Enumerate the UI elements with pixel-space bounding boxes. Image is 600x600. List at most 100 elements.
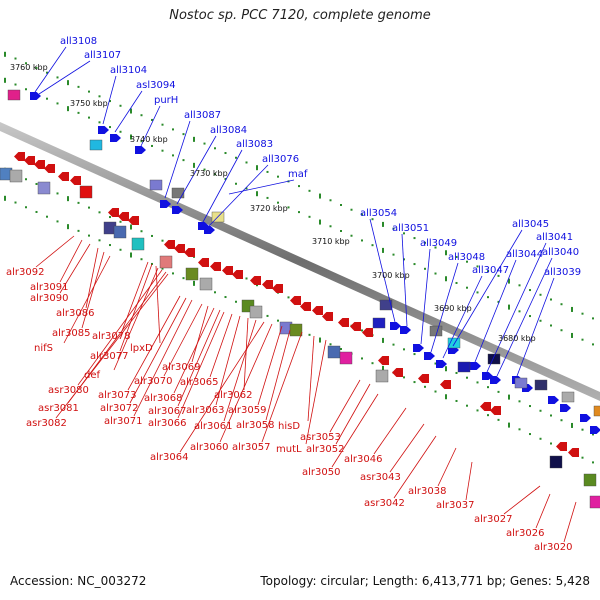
tick-mark xyxy=(151,144,153,147)
tick-mark xyxy=(140,114,143,117)
tick-mark xyxy=(56,192,59,195)
tick-mark xyxy=(518,428,521,431)
forward-leader-line xyxy=(34,46,67,93)
tick-mark xyxy=(550,442,552,445)
tick-mark xyxy=(35,182,38,185)
forward-gene-label: all3087 xyxy=(184,110,221,121)
forward-leader-line xyxy=(496,257,553,377)
tick-mark xyxy=(424,385,426,388)
tick-mark xyxy=(455,281,458,284)
forward-leader-line xyxy=(420,248,431,345)
reverse-leader-line xyxy=(155,265,161,344)
tick-mark xyxy=(445,366,447,372)
tick-mark xyxy=(77,85,80,88)
reverse-leader-line xyxy=(209,313,233,378)
forward-gene-block xyxy=(514,377,528,389)
tick-mark xyxy=(172,128,174,131)
tick-mark xyxy=(56,76,59,79)
reverse-leader-line xyxy=(133,299,193,417)
tick-mark xyxy=(529,315,531,318)
tick-mark xyxy=(46,97,48,100)
forward-gene-label: all3049 xyxy=(420,238,457,249)
tick-mark xyxy=(382,247,384,253)
reverse-gene-label: asr3042 xyxy=(364,498,405,509)
tick-mark xyxy=(46,215,48,218)
forward-gene-arrow xyxy=(436,360,447,368)
reverse-gene-label: hisD xyxy=(278,421,300,432)
tick-mark xyxy=(161,267,164,270)
tick-mark xyxy=(508,422,510,428)
forward-gene-label: all3104 xyxy=(110,65,147,76)
tick-mark xyxy=(581,338,584,341)
accession-label: Accession: NC_003272 xyxy=(10,574,147,588)
reverse-gene-label: alr3063 xyxy=(186,405,224,416)
reverse-gene-label: alr3026 xyxy=(506,528,544,539)
tick-mark xyxy=(172,154,174,157)
tick-mark xyxy=(424,241,426,244)
scale-label: 3700 kbp xyxy=(372,271,410,280)
tick-mark xyxy=(340,204,342,206)
tick-mark xyxy=(130,252,132,258)
forward-gene-label: all3045 xyxy=(512,219,549,230)
scale-label: 3680 kbp xyxy=(498,334,536,343)
reverse-leader-line xyxy=(243,317,249,391)
tick-mark xyxy=(287,296,290,299)
tick-mark xyxy=(413,381,416,384)
tick-mark xyxy=(560,329,563,332)
reverse-gene-arrow xyxy=(262,280,273,289)
reverse-gene-label: alr3071 xyxy=(104,416,142,427)
reverse-gene-label: alr3067 xyxy=(148,406,186,417)
forward-leader-line xyxy=(369,218,396,323)
reverse-gene-arrow xyxy=(34,160,45,169)
tick-mark xyxy=(560,303,563,306)
tick-mark xyxy=(98,239,101,242)
forward-gene-arrow xyxy=(204,226,215,234)
tick-mark xyxy=(529,433,531,436)
reverse-leader-line xyxy=(177,309,221,407)
reverse-gene-block xyxy=(185,267,199,281)
tick-mark xyxy=(529,289,531,292)
tick-mark xyxy=(319,337,321,343)
tick-mark xyxy=(403,232,405,235)
tick-mark xyxy=(518,284,521,287)
tick-mark xyxy=(487,414,489,417)
forward-gene-arrow xyxy=(98,126,109,134)
tick-mark xyxy=(67,80,69,86)
scale-label: 3740 kbp xyxy=(130,135,168,144)
tick-mark xyxy=(182,277,185,280)
tick-mark xyxy=(77,111,80,114)
tick-mark xyxy=(214,291,216,294)
tick-mark xyxy=(224,178,227,181)
tick-mark xyxy=(140,230,143,233)
tick-mark xyxy=(350,208,353,211)
reverse-leader-line xyxy=(127,295,181,391)
reverse-gene-block xyxy=(339,351,353,365)
tick-mark xyxy=(98,121,101,124)
tick-mark xyxy=(193,136,195,142)
tick-mark xyxy=(35,66,38,69)
forward-gene-label: all3048 xyxy=(448,252,485,263)
forward-gene-block xyxy=(534,379,548,391)
forward-gene-label: purH xyxy=(154,95,178,106)
scale-label: 3720 kbp xyxy=(250,204,288,213)
reverse-leader-line xyxy=(223,319,257,422)
tick-mark xyxy=(119,220,122,223)
forward-gene-arrow xyxy=(424,352,435,360)
tick-mark xyxy=(109,126,111,129)
reverse-leader-line xyxy=(389,423,425,473)
tick-mark xyxy=(319,219,321,225)
tick-mark xyxy=(98,211,101,214)
tick-mark xyxy=(214,147,216,150)
tick-mark xyxy=(235,156,237,159)
reverse-leader-line xyxy=(437,447,457,487)
reverse-gene-arrow xyxy=(222,266,233,275)
tick-mark xyxy=(518,310,521,313)
tick-mark xyxy=(497,300,500,303)
tick-mark xyxy=(592,461,594,464)
forward-leader-line xyxy=(208,164,269,227)
tick-mark xyxy=(256,191,258,197)
reverse-gene-label: alr3057 xyxy=(232,442,270,453)
reverse-gene-label: alr3064 xyxy=(150,452,188,463)
tick-mark xyxy=(434,272,437,275)
tick-mark xyxy=(109,100,111,103)
